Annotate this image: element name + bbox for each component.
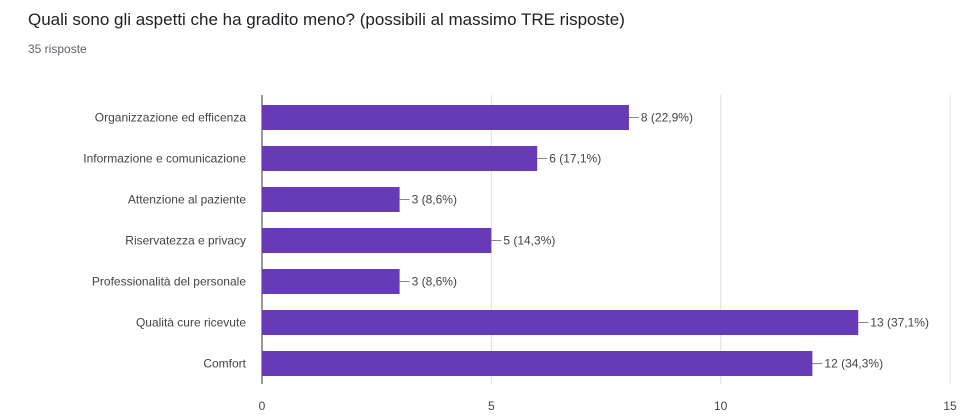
data-label: 3 (8,6%)	[412, 275, 457, 289]
bar[interactable]	[262, 105, 629, 130]
bars	[262, 105, 859, 376]
bar[interactable]	[262, 351, 813, 376]
data-label: 3 (8,6%)	[412, 193, 457, 207]
x-tick-label: 15	[943, 399, 957, 413]
data-label: 8 (22,9%)	[641, 111, 693, 125]
category-label: Comfort	[203, 357, 246, 371]
category-label: Professionalità del personale	[92, 275, 246, 289]
category-label: Informazione e comunicazione	[83, 152, 246, 166]
category-label: Riservatezza e privacy	[125, 234, 246, 248]
data-label: 12 (34,3%)	[824, 357, 883, 371]
response-count: 35 risposte	[28, 42, 87, 56]
x-tick-label: 0	[259, 399, 266, 413]
bar[interactable]	[262, 228, 492, 253]
data-label: 5 (14,3%)	[503, 234, 555, 248]
bar[interactable]	[262, 146, 538, 171]
data-label: 13 (37,1%)	[870, 316, 929, 330]
category-label: Organizzazione ed efficenza	[95, 111, 247, 125]
bar[interactable]	[262, 187, 400, 212]
data-label: 6 (17,1%)	[549, 152, 601, 166]
labels: 0 5 10 15 Organizzazione ed efficenza 8 (22,9…	[83, 111, 957, 414]
bar[interactable]	[262, 269, 400, 294]
category-label: Attenzione al paziente	[128, 193, 246, 207]
category-label: Qualità cure ricevute	[136, 316, 246, 330]
bar[interactable]	[262, 310, 859, 335]
x-tick-label: 5	[488, 399, 495, 413]
question-title: Quali sono gli aspetti che ha gradito me…	[28, 10, 625, 29]
x-tick-label: 10	[714, 399, 728, 413]
